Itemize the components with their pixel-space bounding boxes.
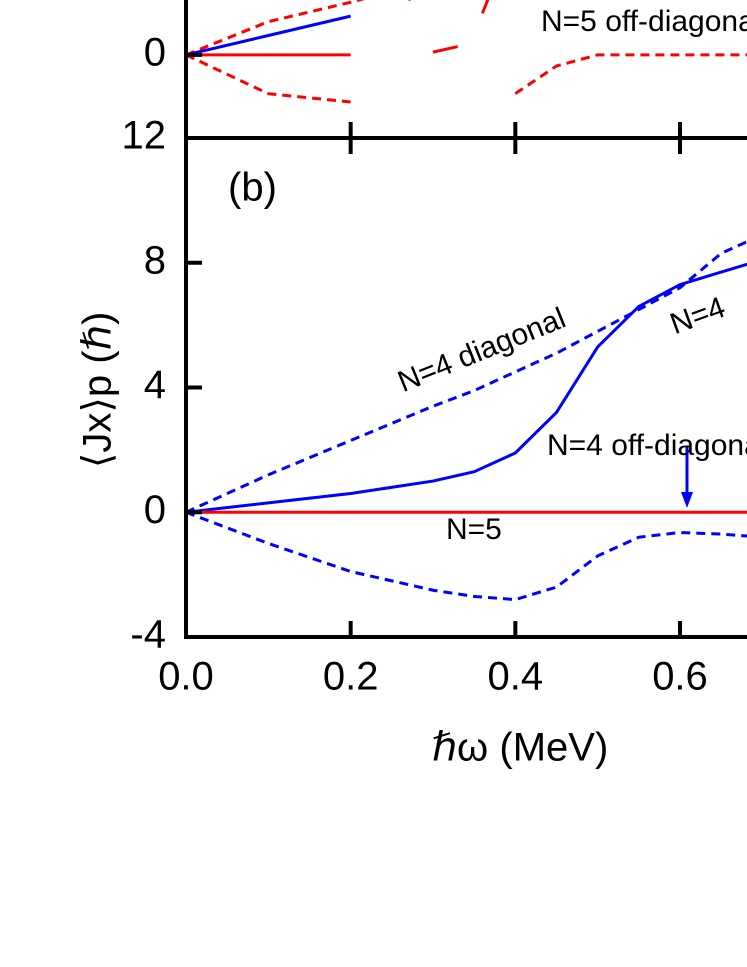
y-tick-label: 12: [122, 114, 167, 158]
annotation: (b): [228, 166, 277, 210]
arrow-head: [681, 492, 693, 508]
plot-area: [186, 240, 747, 602]
y-tick-label: 4: [144, 363, 166, 407]
series-line: [186, 262, 747, 514]
annotation: N=5: [446, 513, 502, 546]
x-tick-label: 0.0: [158, 655, 214, 699]
x-tick-label: 0.2: [323, 655, 379, 699]
series-line: [186, 240, 747, 514]
x-axis-label: ℏω (MeV): [432, 726, 609, 770]
x-tick-label: 0.4: [488, 655, 544, 699]
y-axis-label: ⟨Jx⟩p (ℏ): [76, 312, 120, 469]
series-line: [186, 53, 747, 104]
series-line: [186, 0, 412, 57]
plot-area: [186, 0, 747, 104]
annotation: N=5 off-diagonal: [541, 5, 747, 38]
y-tick-label: 8: [144, 238, 166, 282]
annotation: N=4: [666, 291, 730, 341]
y-tick-label: 0: [144, 30, 166, 74]
x-tick-label: 0.6: [652, 655, 708, 699]
y-tick-label: 0: [144, 488, 166, 532]
y-tick-label: -4: [130, 613, 166, 657]
series-line: [186, 0, 490, 57]
annotation: N=4 diagonal: [393, 302, 570, 399]
annotation: N=4 off-diagonal: [547, 429, 747, 462]
series-line: [186, 510, 747, 602]
